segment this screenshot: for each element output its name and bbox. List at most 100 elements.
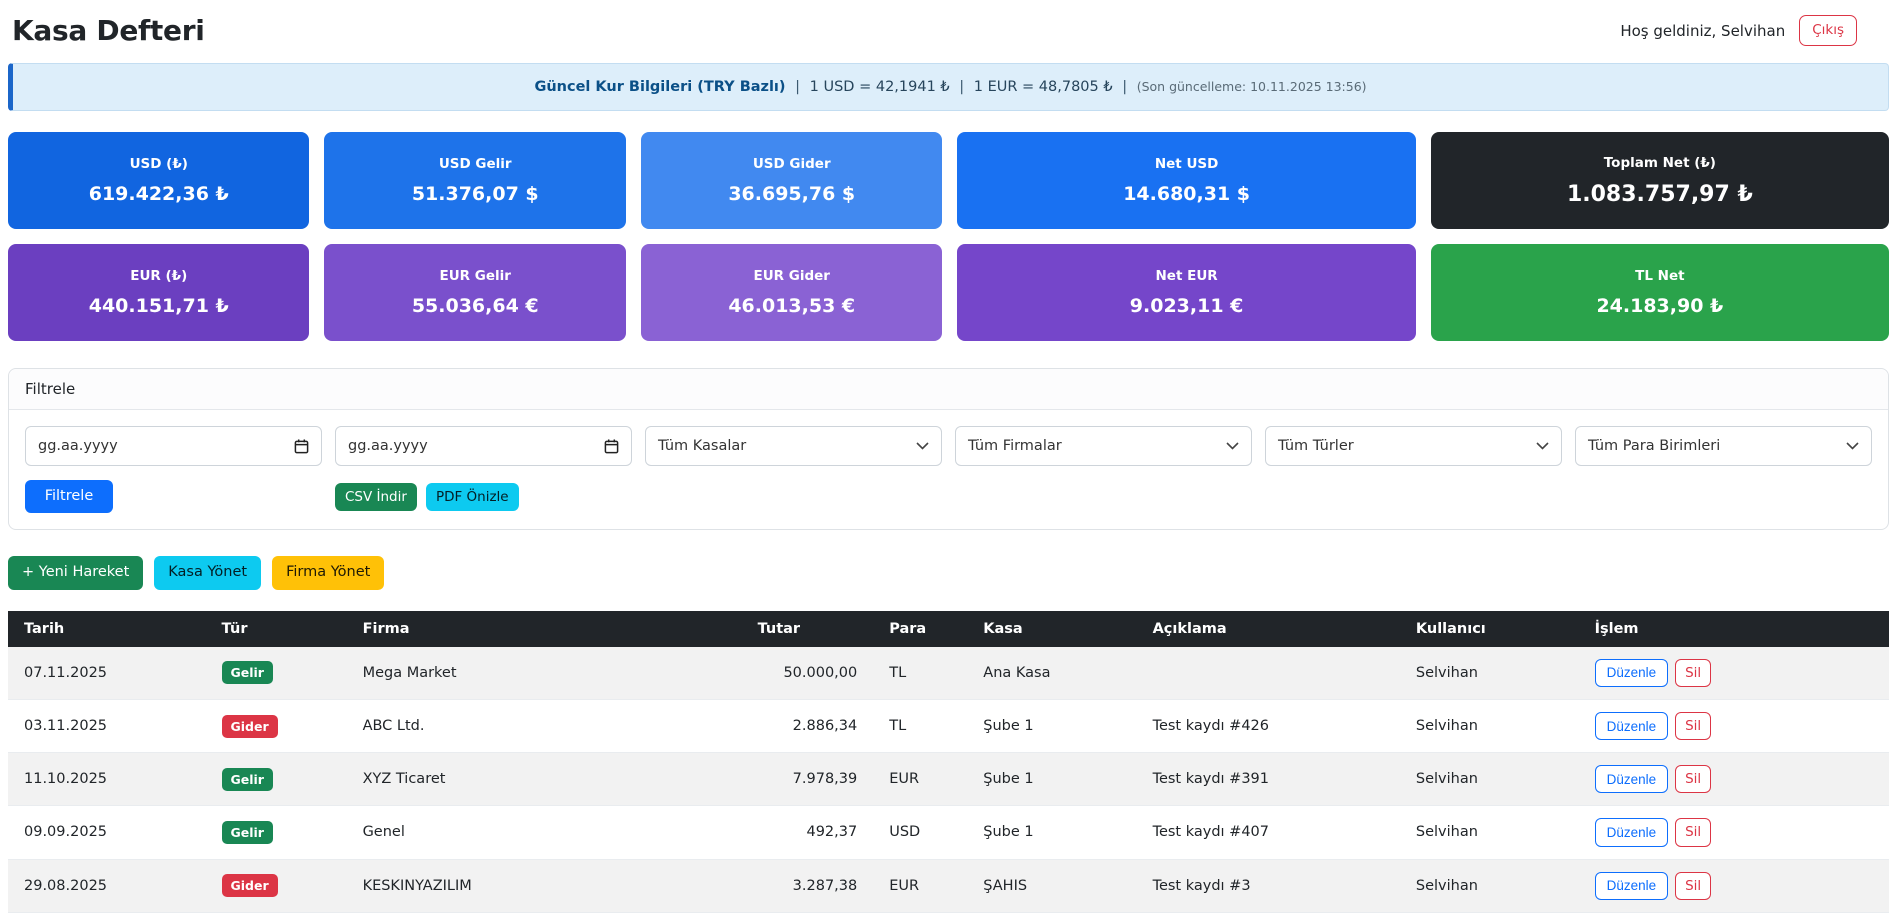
cell-user: Selvihan [1399, 859, 1579, 913]
filter-buttons-row: Filtrele CSV İndir PDF Önizle [25, 480, 1872, 514]
cash-register-select[interactable]: Tüm Kasalar [645, 426, 942, 466]
column-header-amount: Tutar [741, 610, 874, 647]
stat-card-eur-income: EUR Gelir 55.036,64 € [324, 244, 626, 341]
manage-cash-button[interactable]: Kasa Yönet [154, 556, 262, 590]
cell-firm: Mega Market [346, 646, 742, 700]
filter-fields-row: gg.aa.yyyy gg.aa.yyyy Tüm Kasalar [25, 426, 1872, 466]
rate-separator: | [1122, 79, 1128, 95]
cell-firm: Genel [346, 805, 742, 860]
column-header-currency: Para [873, 610, 968, 647]
cell-firm: XYZ Ticaret [346, 752, 742, 807]
cell-user: Selvihan [1399, 646, 1579, 700]
table-row: 07.11.2025 Gelir Mega Market 50.000,00 T… [8, 646, 1889, 700]
stat-card-label: USD (₺) [129, 156, 188, 172]
stat-card-net-usd: Net USD 14.680,31 $ [957, 132, 1416, 229]
date-from-placeholder: gg.aa.yyyy [38, 438, 118, 454]
delete-button[interactable]: Sil [1675, 658, 1712, 687]
stat-card-label: Toplam Net (₺) [1603, 154, 1716, 171]
cell-date: 11.10.2025 [8, 752, 206, 807]
cell-date: 29.08.2025 [8, 859, 206, 913]
welcome-text: Hoş geldiniz, Selvihan [1620, 21, 1786, 40]
apply-filter-button[interactable]: Filtrele [25, 480, 113, 514]
currency-select-value: Tüm Para Birimleri [1588, 438, 1721, 454]
manage-firm-button[interactable]: Firma Yönet [272, 556, 385, 590]
column-header-action: İşlem [1578, 610, 1889, 647]
calendar-icon[interactable] [604, 438, 619, 454]
transactions-table: Tarih Tür Firma Tutar Para Kasa Açıklama… [8, 610, 1889, 913]
type-badge: Gelir [221, 661, 273, 685]
cell-description [1136, 646, 1400, 700]
filter-button-cell: Filtrele [25, 480, 322, 514]
cell-currency: EUR [873, 859, 968, 913]
cell-currency: EUR [873, 752, 968, 807]
cell-date: 07.11.2025 [8, 646, 206, 700]
edit-button[interactable]: Düzenle [1594, 765, 1669, 794]
date-from-input[interactable]: gg.aa.yyyy [25, 426, 322, 466]
date-to-input[interactable]: gg.aa.yyyy [335, 426, 632, 466]
stat-cards-row-eur: EUR (₺) 440.151,71 ₺ EUR Gelir 55.036,64… [8, 244, 1889, 341]
column-header-user: Kullanıcı [1399, 610, 1579, 647]
csv-download-button[interactable]: CSV İndir [335, 482, 417, 511]
filter-card-title: Filtrele [9, 369, 1888, 410]
calendar-icon[interactable] [294, 438, 309, 454]
action-buttons-row: + Yeni Hareket Kasa Yönet Firma Yönet [8, 556, 1889, 590]
cell-user: Selvihan [1399, 752, 1579, 807]
stat-card-value: 36.695,76 $ [728, 183, 856, 205]
delete-button[interactable]: Sil [1675, 818, 1712, 847]
cell-description: Test kaydı #3 [1136, 859, 1400, 913]
cell-currency: USD [873, 805, 968, 860]
edit-button[interactable]: Düzenle [1594, 818, 1669, 847]
edit-button[interactable]: Düzenle [1594, 711, 1669, 741]
exchange-rate-bar: Güncel Kur Bilgileri (TRY Bazlı) | 1 USD… [8, 63, 1889, 111]
stat-card-value: 46.013,53 € [728, 295, 856, 317]
column-header-firm: Firma [346, 610, 742, 647]
column-header-cash: Kasa [967, 610, 1137, 647]
delete-button[interactable]: Sil [1675, 871, 1712, 900]
pdf-preview-button[interactable]: PDF Önizle [425, 482, 519, 511]
delete-button[interactable]: Sil [1675, 711, 1712, 741]
date-to-placeholder: gg.aa.yyyy [348, 438, 428, 454]
stat-card-label: USD Gider [752, 156, 831, 172]
type-badge: Gider [221, 874, 278, 898]
cell-amount: 2.886,34 [741, 699, 874, 754]
cell-user: Selvihan [1399, 699, 1579, 754]
type-badge: Gider [221, 714, 278, 738]
stat-card-label: Net EUR [1155, 268, 1218, 284]
rate-last-update: (Son güncelleme: 10.11.2025 13:56) [1136, 79, 1367, 94]
edit-button[interactable]: Düzenle [1594, 658, 1669, 687]
logout-button[interactable]: Çıkış [1799, 15, 1857, 46]
cell-currency: TL [873, 646, 968, 700]
stat-card-value: 51.376,07 $ [411, 183, 539, 205]
currency-select[interactable]: Tüm Para Birimleri [1575, 426, 1872, 466]
type-select[interactable]: Tüm Türler [1265, 426, 1562, 466]
column-header-description: Açıklama [1136, 610, 1400, 647]
cell-cash: Şube 1 [967, 805, 1137, 860]
filter-card-body: gg.aa.yyyy gg.aa.yyyy Tüm Kasalar [9, 410, 1888, 529]
stat-card-label: TL Net [1635, 268, 1685, 284]
cell-cash: Şube 1 [967, 699, 1137, 754]
edit-button[interactable]: Düzenle [1594, 871, 1669, 900]
cell-description: Test kaydı #407 [1136, 805, 1400, 860]
stat-card-usd-try: USD (₺) 619.422,36 ₺ [8, 132, 310, 229]
rate-separator: | [795, 79, 801, 95]
eur-rate-text: 1 EUR = 48,7805 ₺ [973, 79, 1113, 95]
row-actions: Düzenle Sil [1594, 765, 1873, 794]
row-actions: Düzenle Sil [1594, 658, 1873, 687]
firm-select[interactable]: Tüm Firmalar [955, 426, 1252, 466]
cell-description: Test kaydı #426 [1136, 699, 1400, 754]
stat-card-total-net: Toplam Net (₺) 1.083.757,97 ₺ [1430, 132, 1889, 229]
cell-amount: 7.978,39 [741, 752, 874, 807]
new-movement-button[interactable]: + Yeni Hareket [8, 556, 144, 590]
table-row: 09.09.2025 Gelir Genel 492,37 USD Şube 1… [8, 805, 1889, 860]
delete-button[interactable]: Sil [1675, 765, 1712, 794]
cell-currency: TL [873, 699, 968, 754]
topbar: Kasa Defteri Hoş geldiniz, Selvihan Çıkı… [8, 0, 1889, 51]
row-actions: Düzenle Sil [1594, 818, 1873, 847]
table-header-row: Tarih Tür Firma Tutar Para Kasa Açıklama… [8, 610, 1889, 647]
cell-amount: 50.000,00 [741, 646, 874, 700]
cell-date: 03.11.2025 [8, 699, 206, 754]
stat-card-label: EUR Gelir [439, 268, 511, 284]
cell-cash: ŞAHIS [967, 859, 1137, 913]
cash-register-select-value: Tüm Kasalar [658, 438, 747, 454]
table-row: 03.11.2025 Gider ABC Ltd. 2.886,34 TL Şu… [8, 699, 1889, 754]
